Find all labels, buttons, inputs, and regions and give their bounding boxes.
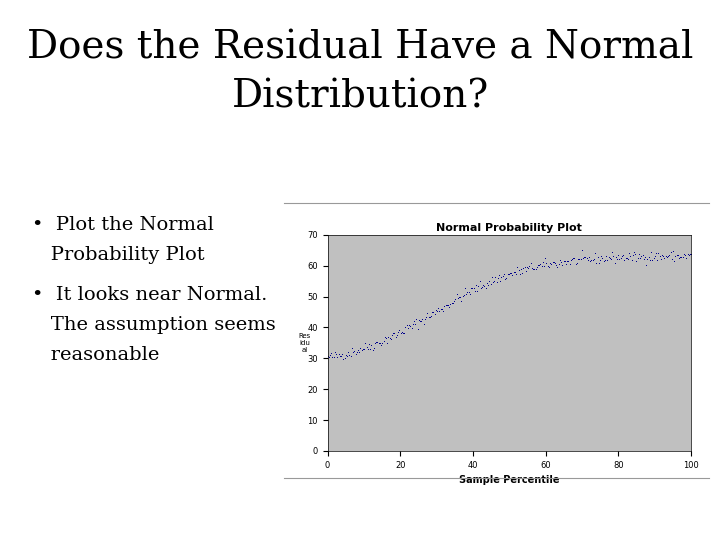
Text: Probability Plot: Probability Plot xyxy=(32,246,205,264)
Y-axis label: Res
idu
al: Res idu al xyxy=(298,333,310,353)
Text: Distribution?: Distribution? xyxy=(231,78,489,116)
Text: reasonable: reasonable xyxy=(32,346,160,363)
Text: The assumption seems: The assumption seems xyxy=(32,316,276,334)
Text: •  Plot the Normal: • Plot the Normal xyxy=(32,216,215,234)
X-axis label: Sample Percentile: Sample Percentile xyxy=(459,475,559,485)
Title: Normal Probability Plot: Normal Probability Plot xyxy=(436,222,582,233)
Text: Does the Residual Have a Normal: Does the Residual Have a Normal xyxy=(27,30,693,67)
Text: •  It looks near Normal.: • It looks near Normal. xyxy=(32,286,268,304)
